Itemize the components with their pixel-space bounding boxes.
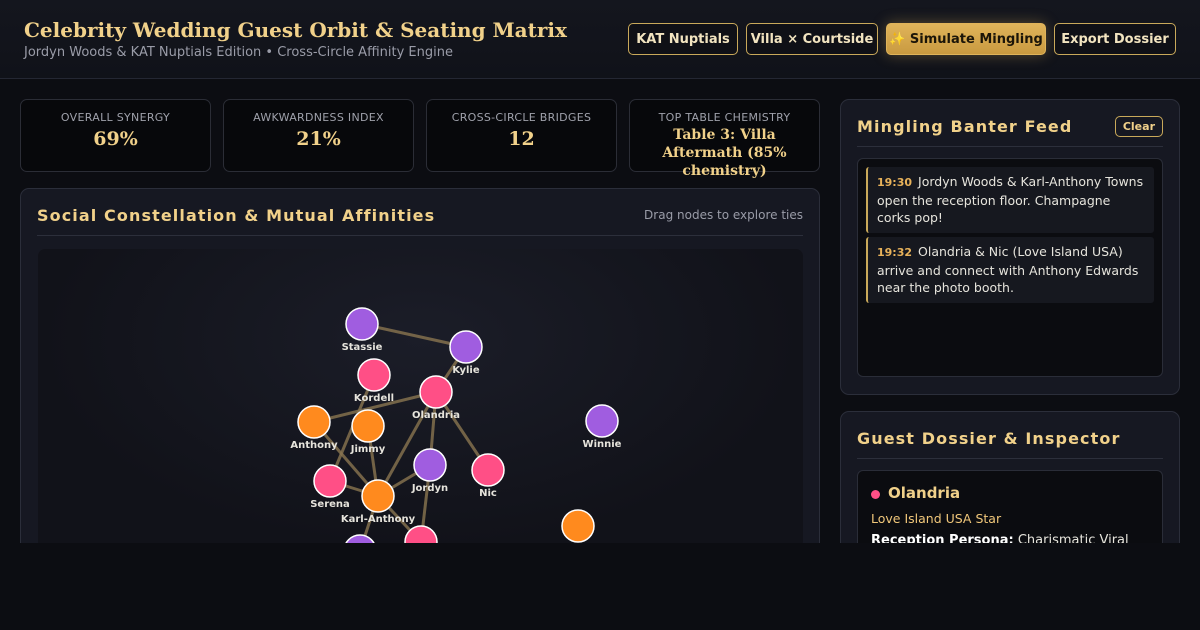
guest-node-label: Winnie (583, 439, 622, 450)
guest-node-olandria[interactable]: Olandria (412, 375, 460, 421)
stat-awkwardness-index: Awkwardness Index 21% (223, 99, 414, 172)
guest-node-nic[interactable]: Nic (471, 453, 505, 499)
feed-text: Olandria & Nic (Love Island USA) arrive … (877, 244, 1139, 295)
viewport-bottom (0, 543, 1200, 630)
guest-node-stassie[interactable]: Stassie (342, 307, 383, 353)
stat-top-table-chemistry: Top Table Chemistry Table 3: Villa After… (629, 99, 820, 179)
guest-node-circle[interactable] (413, 448, 447, 482)
guest-node-circle[interactable] (449, 330, 483, 364)
guest-node-label: Jimmy (350, 444, 386, 455)
banter-feed-panel: Mingling Banter Feed Clear 19:30 Jordyn W… (840, 99, 1180, 395)
divider (857, 458, 1163, 459)
guest-node-circle[interactable] (351, 409, 385, 443)
stat-value: Table 3: Villa Aftermath (85% chemistry) (662, 127, 787, 179)
guest-node-label: Serena (310, 499, 350, 510)
guest-node-kordell[interactable]: Kordell (354, 358, 394, 404)
guest-node-extra1[interactable] (561, 509, 595, 543)
villa-courtside-button[interactable]: Villa × Courtside (746, 23, 878, 55)
constellation-panel: Social Constellation & Mutual Affinities… (20, 188, 820, 568)
guest-node-label: Jordyn (411, 483, 448, 494)
guest-node-kylie[interactable]: Kylie (449, 330, 483, 376)
constellation-title: Social Constellation & Mutual Affinities (37, 206, 436, 225)
guest-node-circle[interactable] (361, 479, 395, 513)
kat-nuptials-button[interactable]: KAT Nuptials (628, 23, 738, 55)
stat-value: 69% (93, 128, 138, 150)
guest-node-label: Kordell (354, 393, 394, 404)
feed-list[interactable]: 19:30 Jordyn Woods & Karl-Anthony Towns o… (857, 158, 1163, 377)
divider (37, 235, 803, 236)
feed-title: Mingling Banter Feed (857, 117, 1073, 136)
guest-node-karl[interactable]: Karl-Anthony (341, 479, 416, 525)
dossier-card: Olandria Love Island USA Star Reception … (857, 470, 1163, 550)
stat-value: 21% (296, 128, 341, 150)
guest-node-label: Stassie (342, 342, 383, 353)
affinity-edge (376, 391, 438, 497)
guest-node-circle[interactable] (561, 509, 595, 543)
guest-node-circle[interactable] (585, 404, 619, 438)
simulate-mingling-button[interactable]: ✨ Simulate Mingling (886, 23, 1046, 55)
app-header: Celebrity Wedding Guest Orbit & Seating … (0, 0, 1200, 79)
guest-node-label: Nic (479, 488, 497, 499)
divider (857, 146, 1163, 147)
stat-cross-circle-bridges: Cross-Circle Bridges 12 (426, 99, 617, 172)
affinity-edge (313, 390, 437, 424)
guest-node-label: Kylie (452, 365, 479, 376)
stat-label: Top Table Chemistry (658, 111, 791, 124)
feed-time: 19:32 (877, 246, 913, 259)
guest-node-serena[interactable]: Serena (310, 464, 350, 510)
guest-node-circle[interactable] (357, 358, 391, 392)
feed-text: Jordyn Woods & Karl-Anthony Towns open t… (877, 174, 1144, 225)
guest-name: Olandria (888, 484, 961, 502)
export-dossier-button[interactable]: Export Dossier (1054, 23, 1176, 55)
stat-value: 12 (508, 128, 535, 150)
feed-item: 19:32 Olandria & Nic (Love Island USA) ar… (866, 237, 1154, 303)
guest-node-circle[interactable] (313, 464, 347, 498)
guest-node-label: Karl-Anthony (341, 514, 416, 525)
affinity-edge (361, 322, 467, 349)
page-subtitle: Jordyn Woods & KAT Nuptials Edition • Cr… (24, 45, 453, 60)
guest-node-jordyn[interactable]: Jordyn (411, 448, 448, 494)
guest-node-label: Anthony (290, 440, 338, 451)
guest-node-label: Olandria (412, 410, 460, 421)
feed-item: 19:30 Jordyn Woods & Karl-Anthony Towns o… (866, 167, 1154, 233)
stat-overall-synergy: Overall Synergy 69% (20, 99, 211, 172)
guest-node-circle[interactable] (297, 405, 331, 439)
stat-label: Cross-Circle Bridges (451, 111, 592, 124)
nodes-layer[interactable]: Stassie Kylie Kordell Olandria Anthony Jimmy W… (290, 307, 622, 568)
stat-label: Overall Synergy (60, 111, 171, 124)
drag-hint: Drag nodes to explore ties (644, 208, 803, 222)
guest-node-circle[interactable] (471, 453, 505, 487)
constellation-graph[interactable]: Stassie Kylie Kordell Olandria Anthony Jimmy W… (38, 249, 803, 568)
guest-subtitle: Love Island USA Star (871, 511, 1002, 526)
guest-color-dot (871, 490, 880, 499)
guest-node-circle[interactable] (345, 307, 379, 341)
constellation-svg[interactable]: Stassie Kylie Kordell Olandria Anthony Jimmy W… (38, 249, 803, 568)
dossier-title: Guest Dossier & Inspector (857, 429, 1121, 448)
guest-node-jimmy[interactable]: Jimmy (350, 409, 386, 455)
guest-node-anthony[interactable]: Anthony (290, 405, 338, 451)
stat-label: Awkwardness Index (253, 111, 384, 124)
guest-node-winnie[interactable]: Winnie (583, 404, 622, 450)
page-title: Celebrity Wedding Guest Orbit & Seating … (24, 18, 567, 42)
guest-node-circle[interactable] (419, 375, 453, 409)
clear-feed-button[interactable]: Clear (1114, 116, 1163, 137)
feed-time: 19:30 (877, 176, 913, 189)
